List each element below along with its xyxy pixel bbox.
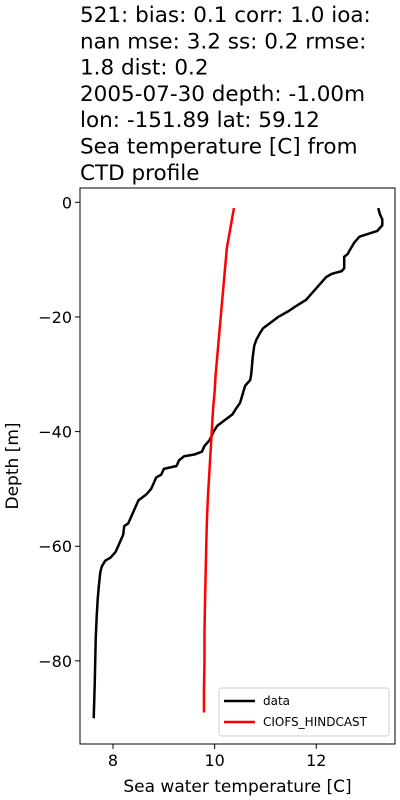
x-axis-ticks: 8 10 12 — [108, 744, 326, 770]
plot-area: 8 10 12 0 −20 −40 −60 −80 — [38, 187, 396, 770]
y-tick-label: −40 — [38, 423, 72, 442]
y-axis-label: Depth [m] — [3, 422, 23, 509]
legend-label-data: data — [263, 694, 290, 708]
legend-box — [218, 687, 390, 737]
legend-label-ciofs-hindcast: CIOFS_HINDCAST — [263, 715, 368, 729]
title-line: lon: -151.89 lat: 59.12 — [80, 108, 320, 133]
y-tick-label: 0 — [62, 193, 72, 212]
title-line: 2005-07-30 depth: -1.00m — [80, 82, 365, 107]
chart-title: 521: bias: 0.1 corr: 1.0 ioa:nan mse: 3.… — [80, 3, 371, 186]
x-axis-label: Sea water temperature [C] — [123, 777, 351, 797]
series-line-ciofs-hindcast — [202, 207, 236, 713]
y-axis-ticks: 0 −20 −40 −60 −80 — [38, 193, 80, 671]
title-line: nan mse: 3.2 ss: 0.2 rmse: — [80, 29, 366, 54]
title-line: CTD profile — [80, 161, 199, 186]
y-tick-label: −20 — [38, 308, 72, 327]
axes-frame — [79, 187, 396, 745]
x-tick-label: 12 — [306, 751, 326, 770]
y-tick-label: −60 — [38, 537, 72, 556]
title-line: 521: bias: 0.1 corr: 1.0 ioa: — [80, 3, 371, 28]
legend: data CIOFS_HINDCAST — [218, 687, 390, 737]
x-tick-label: 8 — [108, 751, 118, 770]
series-line-data — [92, 207, 384, 719]
title-line: 1.8 dist: 0.2 — [80, 56, 209, 81]
series-lines — [92, 207, 384, 719]
x-tick-label: 10 — [204, 751, 224, 770]
y-tick-label: −80 — [38, 652, 72, 671]
title-line: Sea temperature [C] from — [80, 135, 358, 160]
